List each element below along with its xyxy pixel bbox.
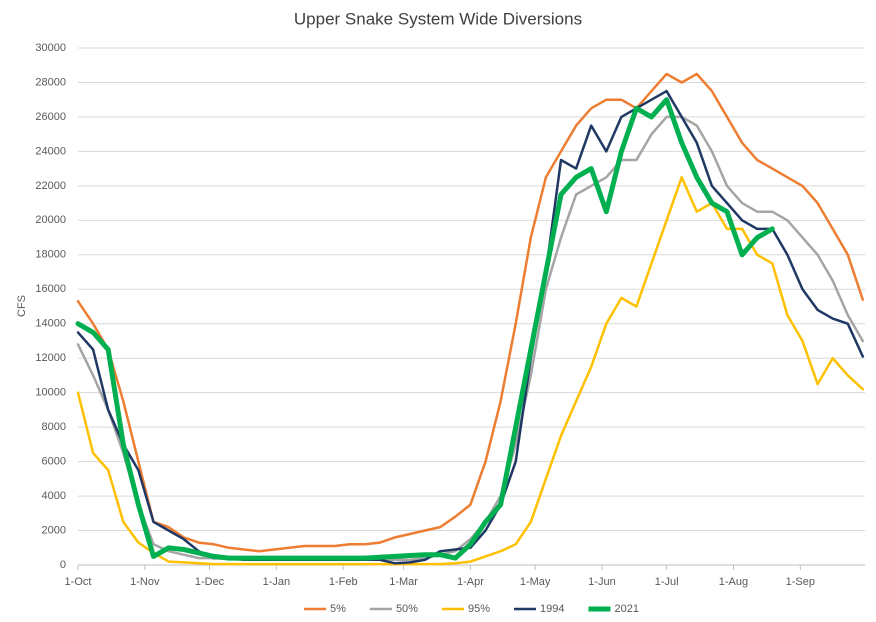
series-line xyxy=(76,72,865,553)
y-tick-label: 8000 xyxy=(42,421,66,433)
legend-label: 95% xyxy=(468,603,490,615)
y-tick-label: 2000 xyxy=(42,524,66,536)
y-tick-label: 24000 xyxy=(35,145,66,157)
legend-label: 1994 xyxy=(540,603,564,615)
y-tick-label: 30000 xyxy=(35,42,66,54)
x-tick-label: 1-Feb xyxy=(329,576,358,588)
y-tick-label: 0 xyxy=(60,559,66,571)
y-tick-label: 16000 xyxy=(35,283,66,295)
y-tick-label: 14000 xyxy=(35,318,66,330)
x-tick-label: 1-Nov xyxy=(130,576,160,588)
y-tick-label: 20000 xyxy=(35,214,66,226)
y-axis-label: CFS xyxy=(16,295,28,317)
x-tick-label: 1-May xyxy=(520,576,551,588)
chart-title: Upper Snake System Wide Diversions xyxy=(294,9,582,28)
x-tick-label: 1-Apr xyxy=(457,576,484,588)
legend-label: 2021 xyxy=(614,603,638,615)
y-tick-label: 12000 xyxy=(35,352,66,364)
y-tick-label: 18000 xyxy=(35,249,66,261)
legend-label: 50% xyxy=(396,603,418,615)
x-tick-label: 1-Dec xyxy=(195,576,225,588)
x-tick-label: 1-Jan xyxy=(263,576,291,588)
legend-label: 5% xyxy=(330,603,346,615)
x-tick-label: 1-Jun xyxy=(588,576,616,588)
x-tick-label: 1-Sep xyxy=(786,576,815,588)
y-tick-label: 28000 xyxy=(35,76,66,88)
series-line xyxy=(75,97,775,561)
x-tick-label: 1-Jul xyxy=(655,576,679,588)
y-tick-label: 10000 xyxy=(35,387,66,399)
x-tick-label: 1-Oct xyxy=(65,576,92,588)
y-tick-label: 26000 xyxy=(35,111,66,123)
y-tick-label: 6000 xyxy=(42,456,66,468)
y-tick-label: 4000 xyxy=(42,490,66,502)
series-line xyxy=(76,115,865,562)
y-tick-label: 22000 xyxy=(35,180,66,192)
x-tick-label: 1-Aug xyxy=(719,576,748,588)
x-tick-label: 1-Mar xyxy=(389,576,418,588)
